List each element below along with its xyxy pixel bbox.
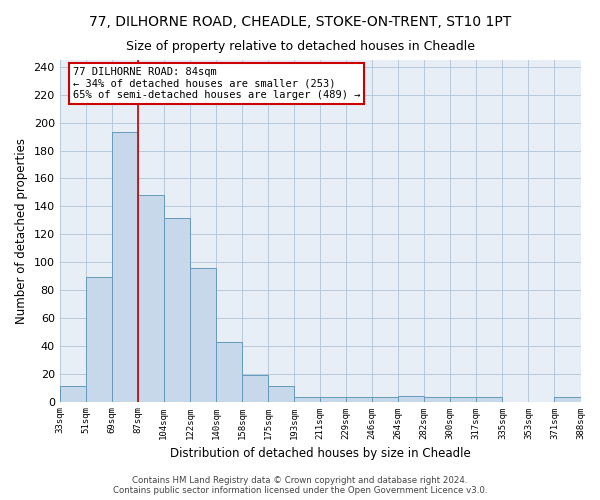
- Y-axis label: Number of detached properties: Number of detached properties: [15, 138, 28, 324]
- Bar: [138, 195, 164, 402]
- Bar: [86, 278, 112, 402]
- Text: 77, DILHORNE ROAD, CHEADLE, STOKE-ON-TRENT, ST10 1PT: 77, DILHORNE ROAD, CHEADLE, STOKE-ON-TRE…: [89, 15, 511, 29]
- Bar: [398, 396, 424, 402]
- Text: Size of property relative to detached houses in Cheadle: Size of property relative to detached ho…: [125, 40, 475, 53]
- Bar: [242, 375, 268, 402]
- Bar: [372, 398, 398, 402]
- Bar: [476, 398, 502, 402]
- Bar: [554, 398, 581, 402]
- Bar: [164, 218, 190, 402]
- Bar: [424, 398, 450, 402]
- Text: 77 DILHORNE ROAD: 84sqm
← 34% of detached houses are smaller (253)
65% of semi-d: 77 DILHORNE ROAD: 84sqm ← 34% of detache…: [73, 67, 360, 100]
- Bar: [294, 398, 320, 402]
- Bar: [346, 398, 372, 402]
- Bar: [320, 398, 346, 402]
- X-axis label: Distribution of detached houses by size in Cheadle: Distribution of detached houses by size …: [170, 447, 470, 460]
- Bar: [190, 268, 216, 402]
- Bar: [59, 386, 86, 402]
- Bar: [268, 386, 294, 402]
- Bar: [112, 132, 138, 402]
- Text: Contains HM Land Registry data © Crown copyright and database right 2024.
Contai: Contains HM Land Registry data © Crown c…: [113, 476, 487, 495]
- Bar: [450, 398, 476, 402]
- Bar: [216, 342, 242, 402]
